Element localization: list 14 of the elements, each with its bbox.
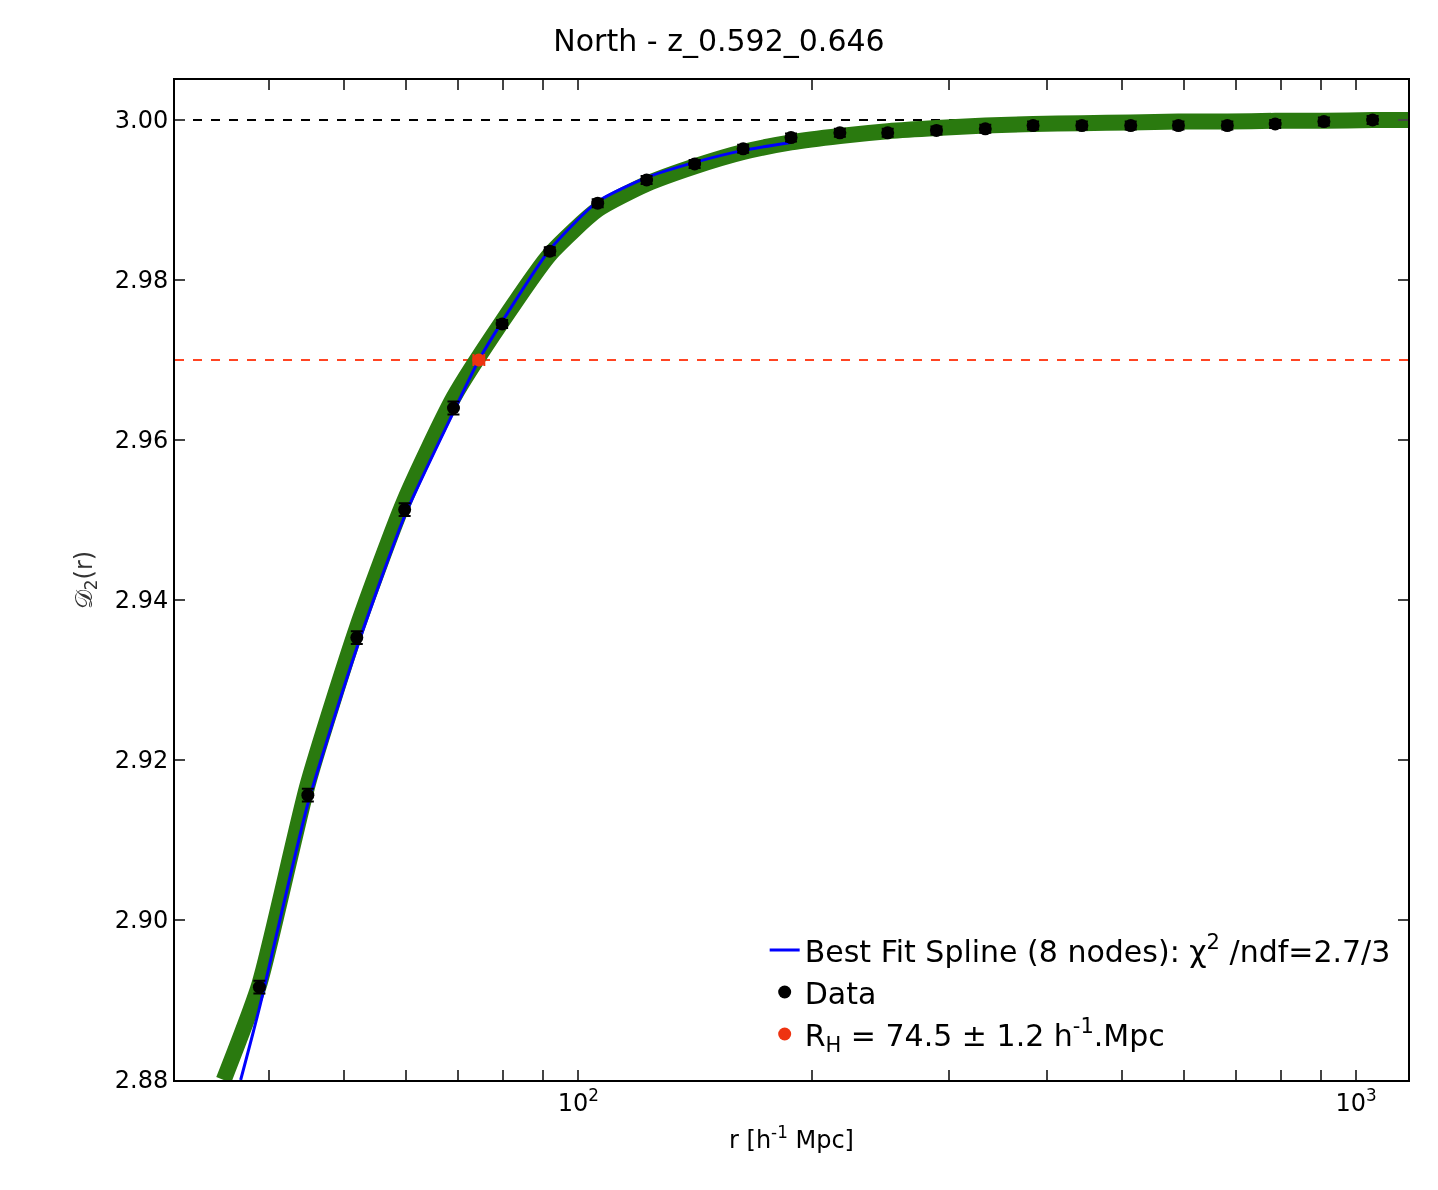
legend-label: Data <box>804 975 877 1011</box>
y-tick-label: 2.98 <box>114 266 169 295</box>
y-tick-label: 3.00 <box>114 106 169 135</box>
legend-label: R$_{H}$ = 74.5 ± 1.2 h$^{-1}$.Mpc <box>804 1014 1165 1057</box>
y-tick-label: 2.92 <box>114 746 169 775</box>
chart-title: North - z_0.592_0.646 <box>553 22 885 58</box>
x-tick-label: 10$^{3}$ <box>1335 1084 1377 1117</box>
y-tick-label: 2.88 <box>114 1066 169 1095</box>
legend-label: Best Fit Spline (8 nodes): χ$^{2}$ /ndf=2.7/3 <box>804 930 1391 969</box>
x-axis-title: r [h$^{-1}$ Mpc] <box>729 1121 854 1154</box>
x-tick-label: 10$^{2}$ <box>557 1084 599 1117</box>
y-tick-label: 2.90 <box>114 906 169 935</box>
y-tick-label: 2.94 <box>114 586 169 615</box>
y-tick-label: 2.96 <box>114 426 169 455</box>
